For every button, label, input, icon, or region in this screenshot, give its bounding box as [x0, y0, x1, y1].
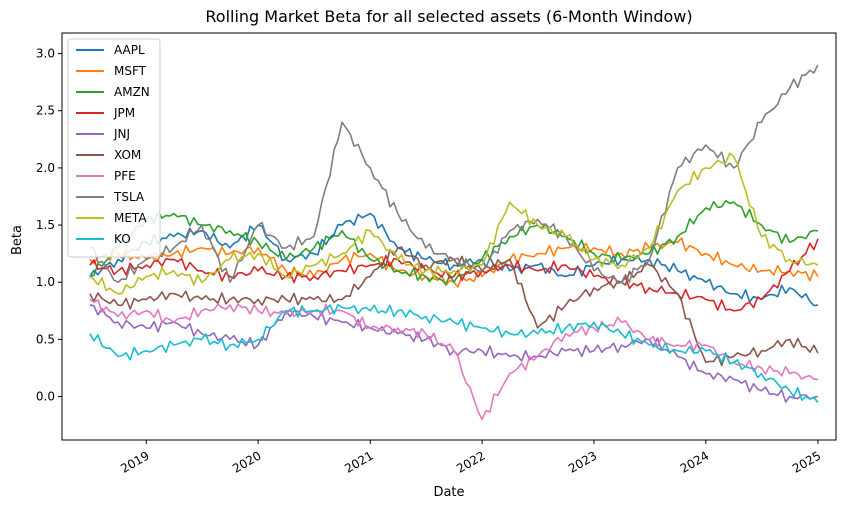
y-axis: 0.0 0.5 1.0 1.5 2.0 2.5 3.0: [36, 47, 62, 404]
y-tick-label: 0.0: [36, 390, 55, 404]
y-tick-label: 2.0: [36, 161, 55, 175]
legend-label-pfe: PFE: [114, 169, 136, 183]
x-axis-label: Date: [433, 485, 464, 500]
series-line-ko: [89, 303, 819, 403]
legend-label-amzn: AMZN: [114, 85, 150, 99]
legend-label-ko: KO: [114, 232, 131, 246]
legend-label-tsla: TSLA: [113, 190, 145, 204]
y-tick-label: 0.5: [36, 332, 55, 346]
legend-label-aapl: AAPL: [114, 43, 145, 57]
chart-title: Rolling Market Beta for all selected ass…: [205, 7, 692, 26]
y-tick-label: 2.5: [36, 104, 55, 118]
legend-label-jnj: JNJ: [113, 127, 130, 141]
plot-frame: [61, 32, 837, 441]
legend: AAPL MSFT AMZN JPM JNJ XOM PFE TSLA META KO: [67, 38, 161, 258]
y-tick-label: 1.5: [36, 218, 55, 232]
series-line-tsla: [89, 64, 819, 285]
series-line-amzn: [89, 200, 818, 285]
series-line-aapl: [89, 212, 818, 307]
legend-label-xom: XOM: [114, 148, 141, 162]
series-layer: [89, 64, 819, 421]
y-axis-label: Beta: [10, 225, 25, 255]
legend-label-jpm: JPM: [113, 106, 135, 120]
y-tick-label: 1.0: [36, 275, 55, 289]
series-line-pfe: [89, 298, 818, 421]
legend-label-meta: META: [114, 211, 147, 225]
legend-box: [67, 38, 161, 258]
series-line-meta: [89, 152, 819, 295]
legend-label-msft: MSFT: [114, 64, 147, 78]
y-tick-label: 3.0: [36, 47, 55, 61]
